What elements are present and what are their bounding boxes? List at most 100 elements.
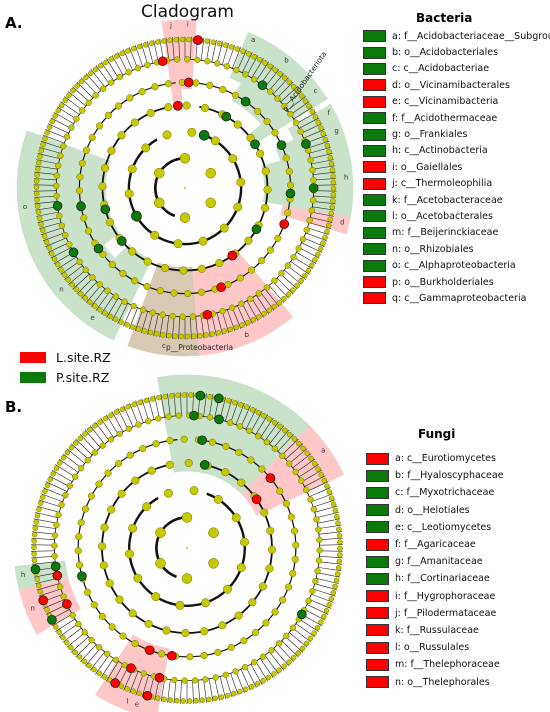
tree-node bbox=[108, 79, 115, 86]
legend-item: h: f__Cortinariaceae bbox=[366, 570, 504, 587]
tree-node bbox=[181, 512, 193, 523]
tree-node bbox=[335, 520, 341, 526]
clade-highlight bbox=[231, 39, 314, 125]
tree-node bbox=[215, 329, 222, 336]
tree-node bbox=[105, 218, 115, 227]
tree-node bbox=[330, 179, 337, 186]
tree-node bbox=[158, 650, 166, 658]
tree-node bbox=[282, 154, 290, 162]
tree-node bbox=[128, 247, 137, 256]
tree-node bbox=[179, 153, 191, 164]
tree-node bbox=[66, 92, 72, 99]
tree-node bbox=[271, 671, 277, 677]
tree-edge bbox=[43, 599, 65, 609]
tree-node bbox=[58, 266, 64, 273]
tree-node bbox=[166, 436, 174, 445]
tree-node bbox=[236, 423, 244, 430]
tree-node bbox=[180, 698, 187, 704]
tree-node bbox=[51, 542, 58, 549]
tree-node bbox=[140, 670, 147, 677]
tree-node bbox=[131, 277, 139, 285]
tree-node bbox=[130, 324, 136, 330]
tree-node bbox=[150, 230, 160, 240]
legend-swatch bbox=[363, 128, 386, 141]
tree-node bbox=[329, 167, 336, 173]
clade-letter: e bbox=[90, 314, 94, 322]
legend-label: e: c__Vicinamibacteria bbox=[392, 96, 499, 108]
legend-swatch bbox=[366, 555, 389, 568]
biomarker-node bbox=[154, 672, 165, 683]
tree-node bbox=[302, 98, 309, 104]
tree-node bbox=[178, 333, 185, 340]
biomarker-node bbox=[257, 80, 268, 91]
legend-label: c: f__Myxotrichaceae bbox=[395, 487, 495, 499]
tree-node bbox=[240, 48, 246, 55]
tree-node bbox=[98, 182, 107, 191]
tree-node bbox=[155, 527, 166, 538]
biomarker-node bbox=[126, 663, 136, 673]
tree-node bbox=[159, 311, 166, 318]
tree-node bbox=[225, 398, 232, 404]
tree-edge bbox=[285, 443, 304, 460]
tree-node bbox=[281, 295, 287, 302]
legend-item: j: c__Thermoleophilia bbox=[363, 176, 550, 192]
legend-label: j: f__Pilodermataceae bbox=[395, 607, 497, 619]
biomarker-node bbox=[167, 650, 177, 661]
tree-edge bbox=[123, 405, 134, 427]
biomarker-node bbox=[198, 129, 210, 141]
tree-node bbox=[256, 56, 263, 63]
tree-edge bbox=[58, 623, 79, 638]
tree-node bbox=[329, 204, 336, 210]
tree-node bbox=[154, 167, 165, 179]
tree-node bbox=[316, 536, 323, 544]
tree-node bbox=[245, 51, 252, 57]
biomarker-node bbox=[47, 615, 57, 625]
tree-node bbox=[118, 319, 125, 325]
tree-edge bbox=[295, 623, 316, 638]
tree-node bbox=[107, 146, 116, 155]
clade-highlight bbox=[241, 425, 345, 516]
tree-node bbox=[208, 527, 219, 538]
tree-node bbox=[57, 152, 64, 159]
tree-node bbox=[46, 245, 52, 251]
tree-edge bbox=[316, 577, 339, 584]
tree-node bbox=[210, 39, 217, 45]
tree-node bbox=[279, 452, 286, 460]
tree-node bbox=[290, 83, 297, 90]
tree-node bbox=[263, 185, 272, 194]
tree-node bbox=[259, 653, 267, 660]
tree-node bbox=[241, 664, 249, 671]
tree-node bbox=[73, 440, 79, 446]
tree-node bbox=[69, 281, 75, 288]
tree-node bbox=[315, 526, 322, 533]
tree-node bbox=[31, 544, 37, 551]
clade-letter: c bbox=[162, 342, 166, 350]
tree-node bbox=[60, 634, 66, 641]
tree-node bbox=[83, 74, 89, 81]
tree-node bbox=[155, 415, 162, 422]
tree-node bbox=[336, 526, 342, 533]
tree-node bbox=[52, 113, 58, 119]
tree-node bbox=[115, 595, 124, 604]
legend-item: d: o__Vicinamibacterales bbox=[363, 77, 550, 93]
tree-edge bbox=[167, 393, 171, 417]
biomarker-node bbox=[52, 201, 63, 211]
group-label: P.site.RZ bbox=[56, 369, 110, 385]
group-legend: L.site.RZ P.site.RZ bbox=[20, 347, 111, 387]
tree-node bbox=[125, 69, 132, 76]
tree-node bbox=[208, 558, 219, 569]
tree-node bbox=[35, 209, 42, 216]
bacteria-legend-title: Bacteria bbox=[416, 11, 473, 25]
tree-node bbox=[173, 56, 181, 63]
tree-node bbox=[76, 173, 84, 181]
tree-node bbox=[54, 261, 61, 268]
tree-node bbox=[34, 203, 41, 209]
tree-node bbox=[88, 134, 96, 142]
tree-node bbox=[104, 469, 112, 477]
tree-node bbox=[102, 415, 109, 422]
tree-node bbox=[49, 118, 55, 125]
tree-edge bbox=[89, 425, 105, 445]
tree-edge bbox=[273, 429, 290, 448]
tree-node bbox=[119, 269, 127, 277]
tree-node bbox=[330, 191, 337, 198]
